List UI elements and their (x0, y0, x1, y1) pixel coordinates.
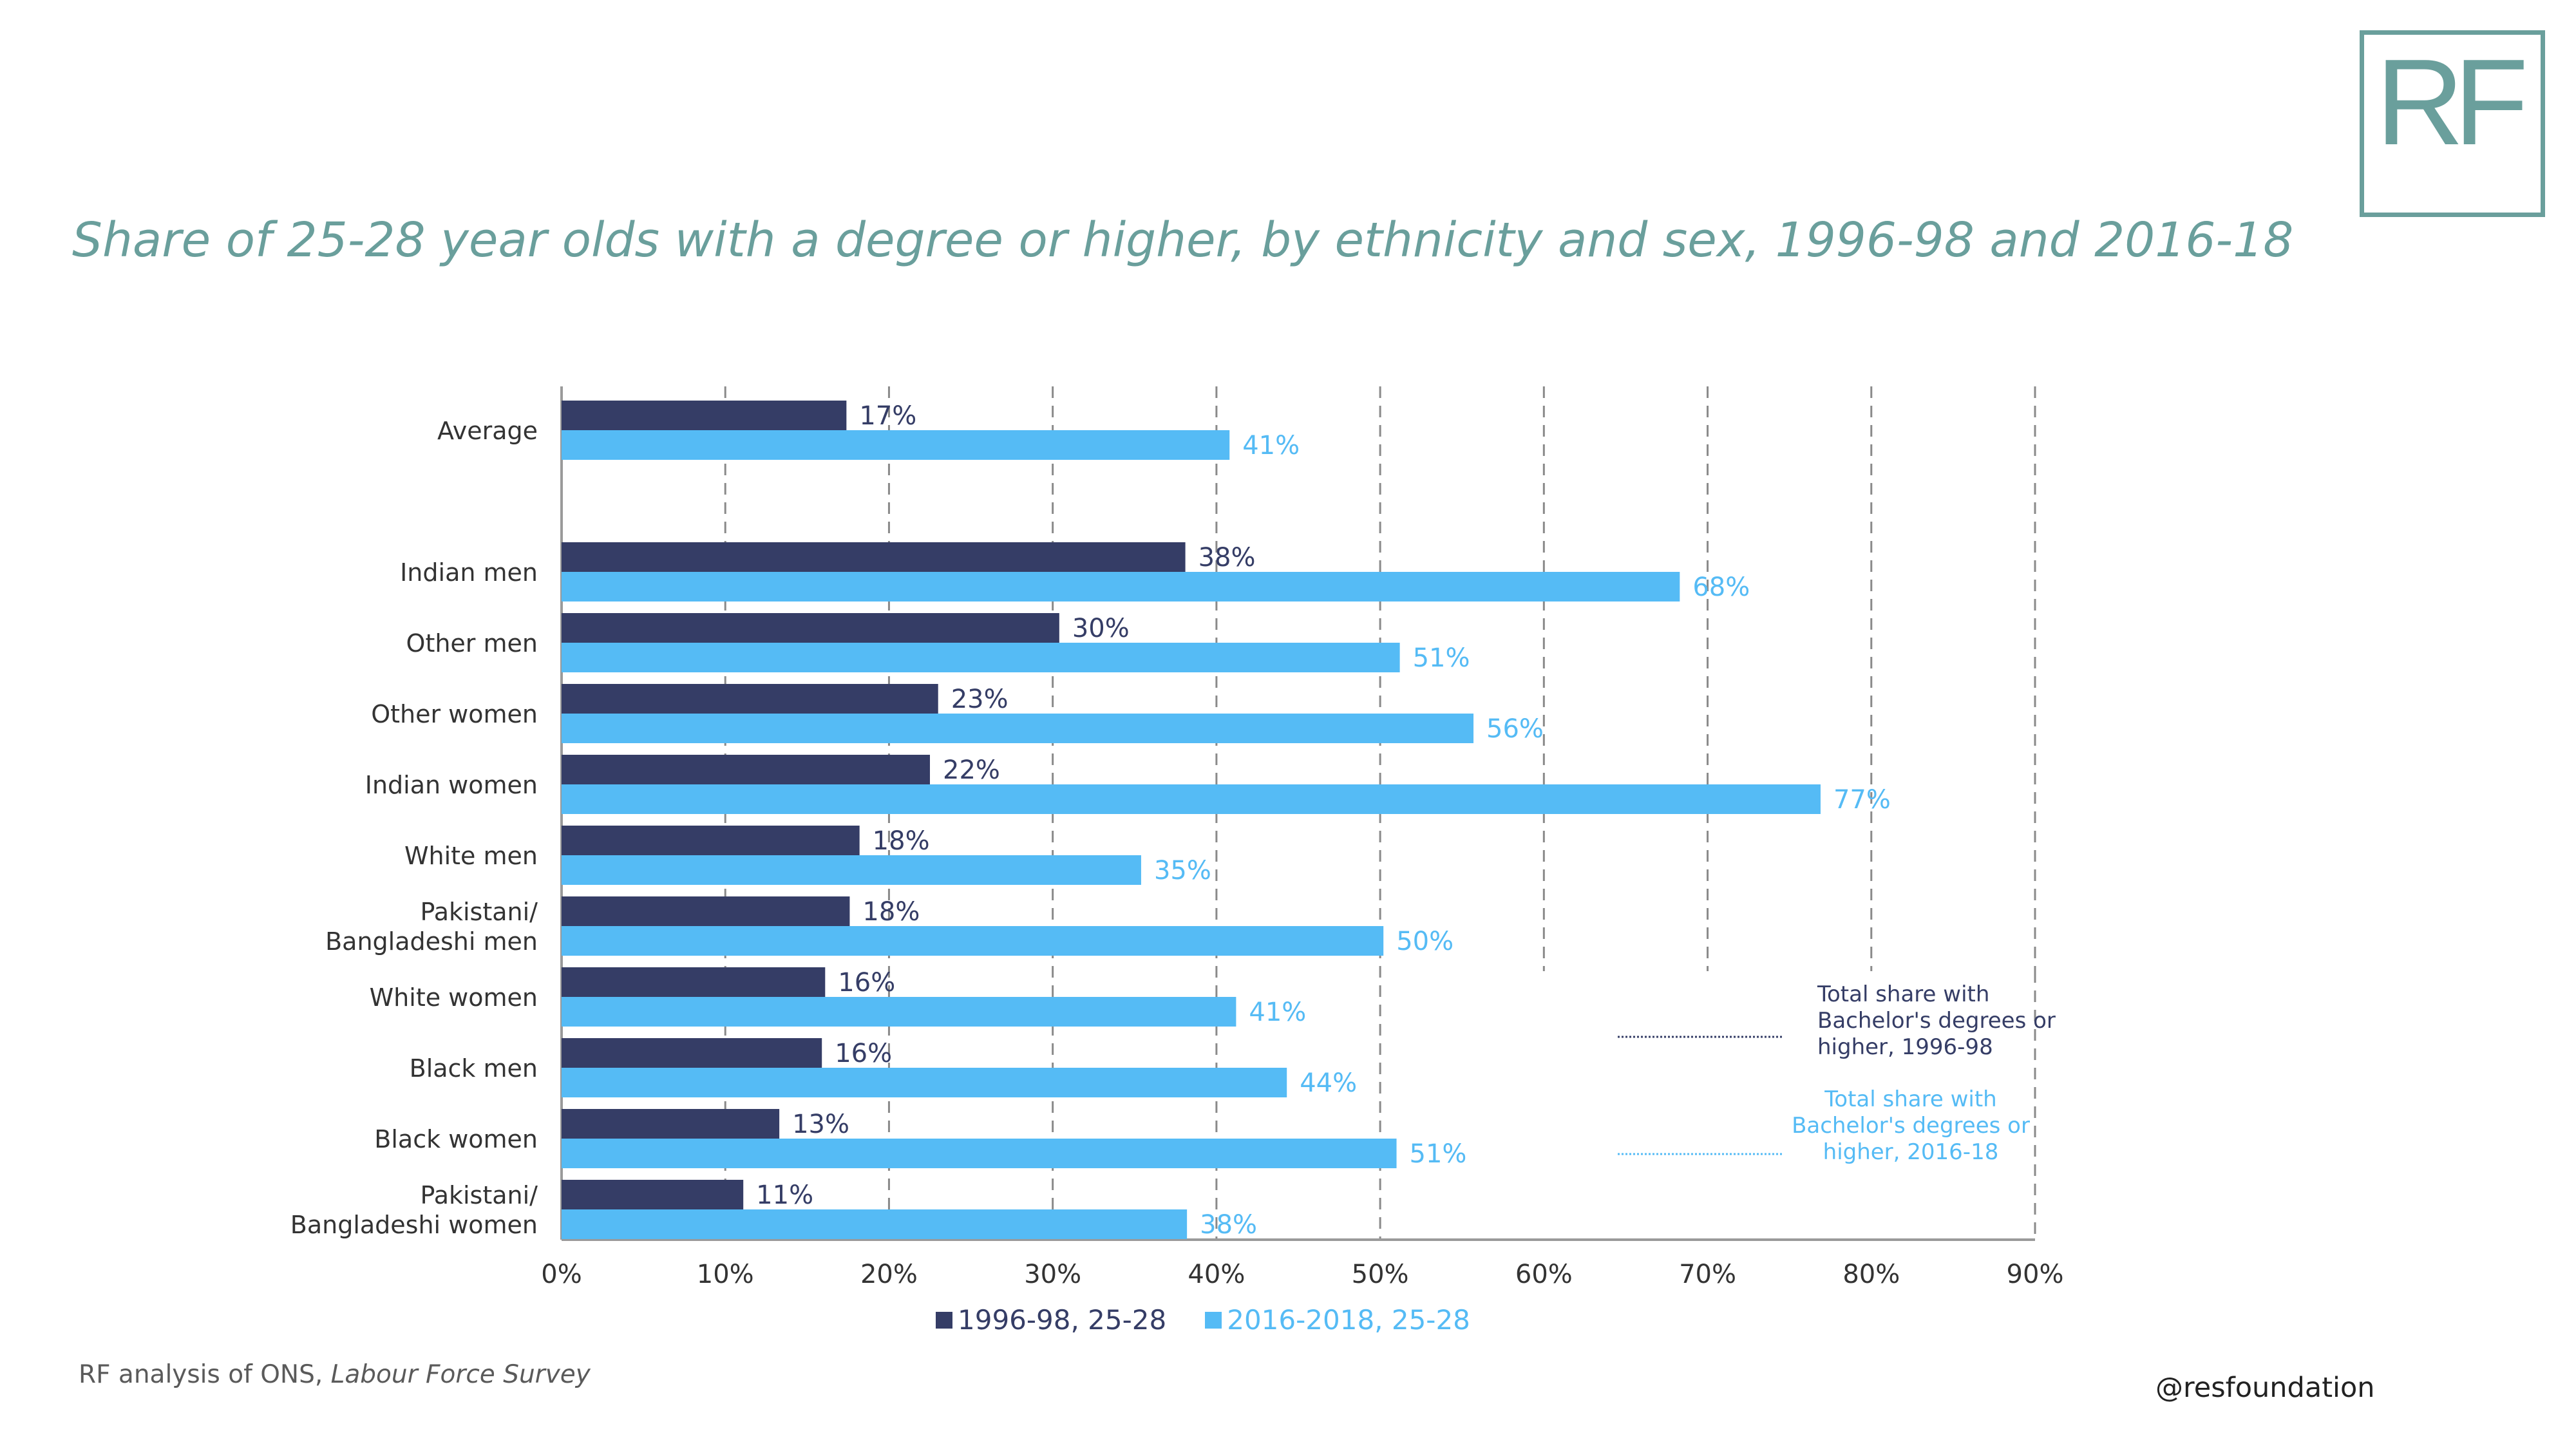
bar-1996-98 (562, 896, 850, 926)
category-label: Black women (374, 1125, 538, 1153)
x-tick-label: 0% (541, 1260, 582, 1289)
x-tick-label: 40% (1188, 1260, 1245, 1289)
value-label-1996-98: 22% (943, 755, 1000, 785)
annotation-1996-98-line: Total share with (1817, 981, 1989, 1007)
bar-2016-18 (562, 784, 1821, 814)
bar-2016-18 (562, 714, 1474, 743)
value-label-1996-98: 38% (1198, 543, 1256, 573)
category-label: Pakistani/ (421, 898, 538, 926)
x-tick-label: 60% (1515, 1260, 1573, 1289)
value-label-2016-18: 56% (1486, 714, 1544, 744)
value-label-2016-18: 50% (1396, 927, 1454, 956)
value-label-2016-18: 77% (1833, 785, 1891, 815)
legend-item-series1: 1996-98, 25-28 (936, 1304, 1166, 1336)
source-note: RF analysis of ONS, Labour Force Survey (79, 1360, 591, 1389)
bar-1996-98 (562, 967, 826, 997)
category-label: Indian men (400, 558, 538, 587)
x-tick-label: 50% (1352, 1260, 1409, 1289)
x-tick-label: 70% (1679, 1260, 1736, 1289)
annotation-1996-98-line: higher, 1996-98 (1817, 1034, 1993, 1060)
legend-swatch-series2 (1205, 1311, 1222, 1329)
chart-title: Share of 25-28 year olds with a degree o… (72, 213, 2294, 268)
value-label-2016-18: 41% (1242, 431, 1300, 460)
category-label: Average (437, 417, 538, 445)
twitter-handle: @resfoundation (2155, 1372, 2375, 1404)
bar-1996-98 (562, 401, 847, 430)
value-label-2016-18: 44% (1300, 1068, 1357, 1098)
value-label-1996-98: 11% (756, 1180, 813, 1210)
category-label: Bangladeshi women (290, 1211, 538, 1239)
bar-1996-98 (562, 755, 930, 784)
annotation-2016-18-line: Bachelor's degrees or (1792, 1113, 2030, 1139)
bar-1996-98 (562, 1109, 780, 1139)
legend-swatch-series1 (936, 1311, 952, 1329)
category-label: Indian women (365, 771, 538, 799)
value-label-2016-18: 51% (1413, 643, 1470, 673)
value-label-1996-98: 23% (951, 685, 1009, 714)
x-tick-label: 80% (1842, 1260, 1900, 1289)
x-tick-label: 30% (1024, 1260, 1081, 1289)
value-label-2016-18: 38% (1200, 1210, 1257, 1240)
annotation-1996-98: Total share with Bachelor's degrees or hig… (1817, 981, 2056, 1060)
rf-logo: RF (2360, 30, 2545, 217)
annotation-2016-18-line: higher, 2016-18 (1823, 1139, 1999, 1165)
annotation-2016-18-line: Total share with (1824, 1086, 1996, 1112)
value-label-2016-18: 68% (1692, 573, 1750, 602)
source-prefix: RF analysis of ONS, (79, 1360, 331, 1389)
x-tick-label: 10% (697, 1260, 754, 1289)
legend: 1996-98, 25-28 2016-2018, 25-28 (936, 1304, 1470, 1336)
bar-1996-98 (562, 826, 860, 855)
bar-1996-98 (562, 684, 938, 714)
legend-item-series2: 2016-2018, 25-28 (1205, 1304, 1470, 1336)
value-label-1996-98: 13% (792, 1110, 849, 1139)
x-tick-label: 90% (2007, 1260, 2064, 1289)
x-tick-label: 20% (860, 1260, 918, 1289)
category-label: Other men (406, 629, 538, 658)
bar-2016-18 (562, 926, 1384, 956)
value-label-2016-18: 41% (1249, 998, 1306, 1027)
bar-1996-98 (562, 1180, 744, 1209)
category-label: Black men (410, 1054, 538, 1083)
value-label-1996-98: 16% (838, 968, 895, 998)
annotation-2016-18: Total share with Bachelor's degrees or hig… (1792, 1086, 2030, 1165)
category-label: Bangladeshi men (325, 927, 538, 956)
bar-2016-18 (562, 1209, 1188, 1239)
bar-2016-18 (562, 997, 1236, 1027)
value-label-1996-98: 18% (873, 826, 930, 856)
source-italic: Labour Force Survey (330, 1360, 591, 1389)
legend-label-series2: 2016-2018, 25-28 (1227, 1304, 1470, 1336)
annotation-1996-98-line: Bachelor's degrees or (1817, 1008, 2056, 1034)
bar-1996-98 (562, 542, 1186, 572)
bar-2016-18 (562, 430, 1230, 460)
category-label: White women (370, 983, 538, 1012)
value-label-2016-18: 35% (1154, 856, 1211, 886)
value-label-2016-18: 51% (1410, 1139, 1467, 1169)
value-label-1996-98: 18% (862, 897, 920, 927)
value-label-1996-98: 30% (1072, 614, 1130, 643)
bar-2016-18 (562, 643, 1400, 672)
bar-2016-18 (562, 572, 1680, 601)
bar-1996-98 (562, 613, 1059, 643)
bar-2016-18 (562, 1068, 1287, 1097)
category-label: Pakistani/ (421, 1181, 538, 1209)
bar-1996-98 (562, 1038, 822, 1068)
category-label: Other women (371, 700, 538, 728)
value-label-1996-98: 16% (835, 1039, 892, 1068)
legend-label-series1: 1996-98, 25-28 (958, 1304, 1167, 1336)
bar-2016-18 (562, 855, 1141, 885)
value-label-1996-98: 17% (859, 401, 916, 431)
category-label: White men (404, 842, 538, 870)
bar-2016-18 (562, 1139, 1397, 1168)
logo-text: RF (2376, 34, 2528, 171)
